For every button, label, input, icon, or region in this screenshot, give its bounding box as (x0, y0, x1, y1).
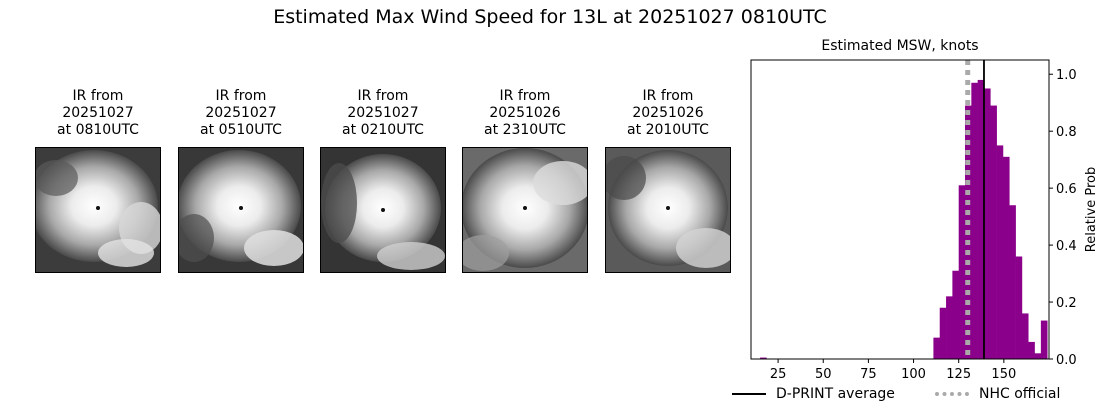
legend-item-dprint: D-PRINT average (732, 386, 895, 402)
x-tick-label: 50 (815, 367, 832, 380)
histogram-bar (977, 79, 985, 359)
ir-caption-date: 20251027 (205, 105, 277, 121)
ir-caption: IR from 20251027 at 0210UTC (320, 88, 446, 140)
ir-panel: IR from 20251026 at 2010UTC (605, 88, 731, 273)
ir-satellite-image (320, 147, 446, 273)
histogram-bar (946, 296, 953, 359)
x-axis: 25 50 75 100 125 150 (770, 359, 1016, 380)
ir-caption-time: at 0810UTC (57, 122, 139, 138)
histogram-bar (760, 357, 767, 359)
y-tick-label: 0.8 (1056, 125, 1077, 140)
histogram-bar (983, 88, 991, 359)
histogram-bar (1009, 205, 1016, 359)
ir-satellite-image (605, 147, 731, 273)
bars-group (760, 79, 1048, 360)
y-tick-label: 0.4 (1056, 239, 1077, 254)
legend-label: NHC official (979, 386, 1061, 402)
ir-panel: IR from 20251027 at 0510UTC (178, 88, 304, 273)
histogram-bar (952, 270, 959, 359)
ir-caption-line1: IR from (72, 88, 124, 104)
ir-caption-date: 20251027 (62, 105, 134, 121)
histogram-bar (933, 337, 941, 359)
x-tick-label: 150 (991, 367, 1016, 380)
ir-caption: IR from 20251027 at 0510UTC (178, 88, 304, 140)
ir-caption-time: at 2310UTC (484, 122, 566, 138)
ir-caption-time: at 0510UTC (200, 122, 282, 138)
plot-frame (750, 59, 1050, 360)
ir-caption-time: at 0210UTC (342, 122, 424, 138)
ir-panel: IR from 20251026 at 2310UTC (462, 88, 588, 273)
chart-title: Estimated MSW, knots (821, 38, 978, 54)
y-tick-label: 0.0 (1056, 353, 1077, 368)
dotted-line-icon (935, 392, 969, 396)
y-tick-label: 1.0 (1056, 68, 1077, 83)
ir-caption-line1: IR from (642, 88, 694, 104)
ir-satellite-image (462, 147, 588, 273)
histogram-bar (1034, 353, 1042, 359)
ir-caption-date: 20251027 (347, 105, 419, 121)
ir-caption: IR from 20251026 at 2310UTC (462, 88, 588, 140)
x-tick-label: 25 (770, 367, 787, 380)
legend-item-nhc: NHC official (935, 386, 1060, 402)
x-tick-label: 125 (946, 367, 971, 380)
histogram-bar (939, 307, 947, 359)
ir-caption: IR from 20251027 at 0810UTC (35, 88, 161, 140)
ir-caption-date: 20251026 (632, 105, 704, 121)
ir-caption-line1: IR from (499, 88, 551, 104)
ir-caption-time: at 2010UTC (627, 122, 709, 138)
histogram-bar (971, 82, 978, 360)
x-tick-label: 75 (860, 367, 877, 380)
histogram-bar (958, 185, 966, 359)
ir-caption-line1: IR from (357, 88, 409, 104)
msw-histogram-chart: Estimated MSW, knots 25 50 75 100 125 150 0.0… (750, 38, 1099, 380)
legend-label: D-PRINT average (776, 386, 895, 402)
histogram-bar (990, 105, 997, 359)
y-tick-label: 0.2 (1056, 296, 1077, 311)
figure-title: Estimated Max Wind Speed for 13L at 2025… (273, 6, 827, 28)
reference-lines (965, 60, 985, 359)
ir-satellite-image (178, 147, 304, 273)
ir-panel: IR from 20251027 at 0210UTC (320, 88, 446, 273)
histogram-bar (1021, 313, 1029, 359)
histogram-bar (1015, 256, 1023, 359)
ir-caption: IR from 20251026 at 2010UTC (605, 88, 731, 140)
histogram-bar (1028, 341, 1035, 359)
ir-caption-line1: IR from (215, 88, 267, 104)
solid-line-icon (732, 393, 766, 395)
y-tick-label: 0.6 (1056, 182, 1077, 197)
histogram-bar (1040, 320, 1048, 359)
ir-panel: IR from 20251027 at 0810UTC (35, 88, 161, 273)
y-axis-label: Relative Prob (1084, 167, 1099, 252)
ir-caption-date: 20251026 (489, 105, 561, 121)
histogram-bar (1002, 156, 1010, 359)
y-axis: 0.0 0.2 0.4 0.6 0.8 1.0 (1049, 68, 1077, 368)
histogram-bar (996, 145, 1004, 359)
ir-satellite-image (35, 147, 161, 273)
x-tick-label: 100 (901, 367, 926, 380)
